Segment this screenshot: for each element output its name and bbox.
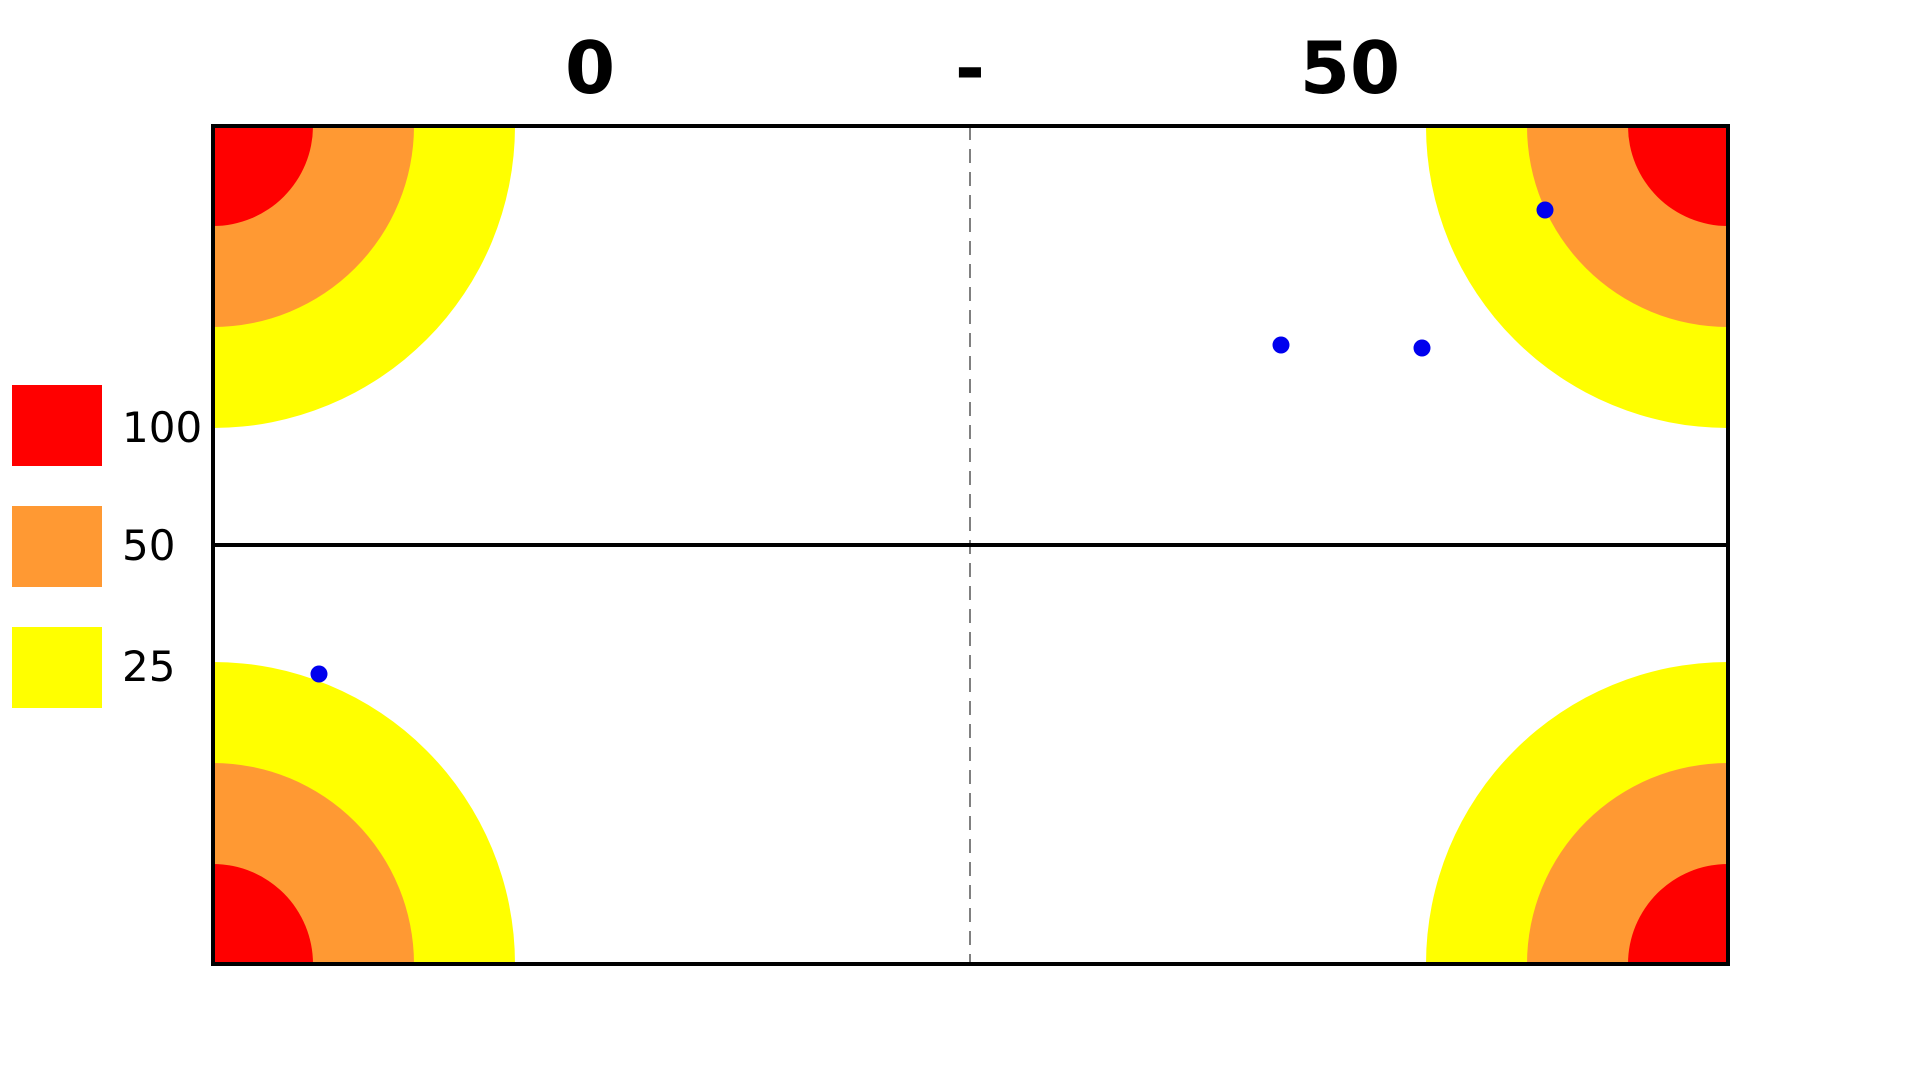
ring-100-bottom-right (1628, 864, 1728, 964)
shot-point (310, 665, 328, 683)
scoreboard: 0 - 50 (565, 26, 1400, 110)
corner-zone-top-right (1426, 126, 1728, 428)
field-border (211, 124, 1730, 966)
shot-point (1413, 339, 1431, 357)
ring-100-top-left (213, 126, 313, 226)
corner-zone-bottom-left (213, 662, 515, 964)
legend-swatch-100 (12, 385, 102, 466)
ring-100-bottom-left (213, 864, 313, 964)
legend-label-50: 50 (122, 521, 175, 570)
left-score: 0 (565, 26, 615, 110)
legend: 100 50 25 (12, 385, 202, 708)
score-separator: - (955, 26, 985, 110)
right-score: 50 (1300, 26, 1400, 110)
ring-100-top-right (1628, 126, 1728, 226)
legend-label-25: 25 (122, 642, 175, 691)
corner-zone-top-left (213, 126, 515, 428)
corner-zone-bottom-right (1426, 662, 1728, 964)
legend-swatch-50 (12, 506, 102, 587)
shot-point (1536, 201, 1554, 219)
legend-swatch-25 (12, 627, 102, 708)
shot-points (310, 201, 1554, 683)
legend-label-100: 100 (122, 403, 202, 452)
shot-point (1272, 336, 1290, 354)
